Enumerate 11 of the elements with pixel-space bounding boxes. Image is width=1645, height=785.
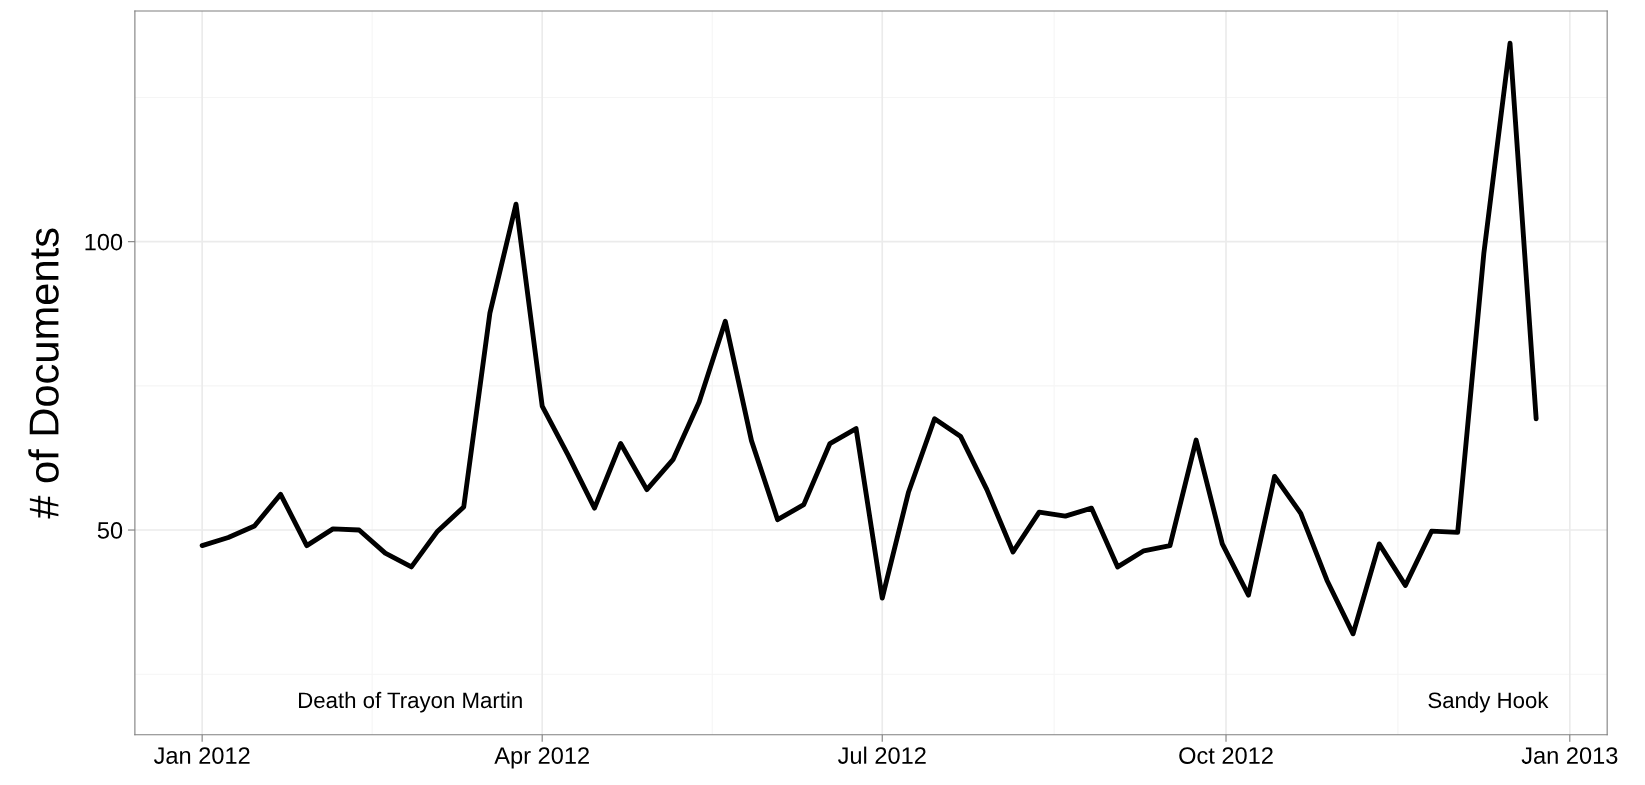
annotation: Death of Trayon Martin	[299, 691, 522, 713]
y-tick-label: 100	[85, 233, 123, 251]
y-tick-label: 50	[97, 522, 123, 539]
x-tick-label: Jul 2012	[837, 746, 926, 764]
x-tick-label: Apr 2012	[494, 747, 589, 769]
annotation: Sandy Hook	[1428, 691, 1549, 713]
x-tick-label: Oct 2012	[1179, 747, 1273, 764]
y-axis-title: # of Documents	[28, 228, 59, 519]
x-tick-label: Jan 2012	[153, 747, 250, 764]
line-series	[199, 40, 1539, 637]
x-tick-label: Jan 2013	[1521, 747, 1618, 764]
